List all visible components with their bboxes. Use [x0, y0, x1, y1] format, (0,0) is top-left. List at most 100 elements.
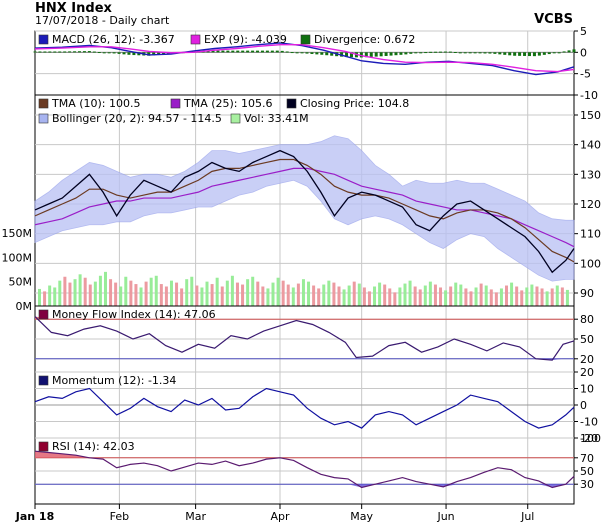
divergence-bar — [518, 52, 522, 56]
divergence-bar — [458, 52, 462, 54]
x-tick-label: Feb — [110, 510, 129, 523]
volume-bar — [342, 289, 346, 306]
divergence-bar — [414, 52, 418, 54]
volume-bar — [433, 284, 437, 306]
divergence-bar — [389, 52, 393, 56]
volume-bar — [169, 280, 173, 306]
volume-bar — [190, 276, 194, 306]
volume-bar — [489, 289, 493, 306]
macd-y-tick-label: -10 — [580, 89, 598, 102]
price-y-tick-label: 120 — [580, 198, 601, 211]
momentum-y-tick-label: 0 — [580, 399, 587, 412]
divergence-bar — [260, 50, 264, 53]
divergence-bar — [127, 52, 131, 55]
divergence-bar — [532, 52, 536, 57]
divergence-bar — [256, 50, 260, 53]
volume-bar — [362, 287, 366, 306]
divergence-bar — [132, 52, 136, 56]
volume-bar — [327, 280, 331, 306]
divergence-bar — [92, 51, 96, 53]
brand-label: VCBS — [534, 12, 573, 27]
divergence-bar — [107, 52, 111, 54]
price-legend-swatch — [286, 98, 297, 109]
volume-bar — [63, 276, 67, 306]
x-tick-label: Mar — [185, 510, 206, 523]
price-y-tick-label: 140 — [580, 139, 601, 152]
divergence-bar — [424, 52, 428, 54]
divergence-bar — [404, 52, 408, 55]
mfi-y-tick-label: 50 — [580, 333, 594, 346]
volume-axis-label: 100M — [2, 251, 33, 264]
price-legend-swatch — [38, 98, 49, 109]
divergence-bar — [82, 51, 86, 53]
mfi-legend-swatch — [38, 309, 49, 320]
rsi-series-line — [34, 450, 575, 489]
x-tick-label: Apr — [270, 510, 290, 523]
divergence-bar — [241, 50, 245, 53]
price-y-tick-label: 110 — [580, 228, 601, 241]
volume-bar — [413, 286, 417, 306]
macd-legend-text: MACD (26, 12): -3.367 — [52, 33, 175, 46]
divergence-bar — [448, 51, 452, 53]
momentum-legend-swatch — [38, 375, 49, 386]
volume-bar — [210, 284, 214, 306]
volume-bar — [180, 288, 184, 306]
volume-bar — [555, 285, 559, 306]
divergence-bar — [310, 52, 314, 54]
divergence-bar — [542, 52, 546, 55]
volume-bar — [525, 287, 529, 306]
volume-axis-label: 150M — [2, 227, 33, 240]
bollinger-band-area — [34, 135, 575, 282]
divergence-bar — [369, 52, 373, 57]
volume-bar — [479, 283, 483, 306]
volume-bar — [398, 287, 402, 306]
momentum-y-tick-label: 10 — [580, 383, 594, 396]
volume-bar — [423, 285, 427, 306]
volume-bar — [251, 276, 255, 306]
volume-bar — [439, 287, 443, 306]
price-y-tick-label: 130 — [580, 168, 601, 181]
volume-bar — [454, 282, 458, 306]
divergence-bar — [325, 52, 329, 56]
divergence-bar — [527, 52, 531, 57]
rsi-y-tick-label: 70 — [580, 452, 594, 465]
divergence-bar — [488, 52, 492, 54]
momentum-series-line — [34, 387, 575, 429]
volume-bar — [403, 283, 407, 306]
macd-legend-text: Divergence: 0.672 — [314, 33, 415, 46]
volume-bar — [134, 284, 138, 306]
volume-bar — [312, 285, 316, 306]
price-legend-text: TMA (25): 105.6 — [183, 97, 273, 110]
divergence-bar — [33, 51, 37, 53]
volume-bar — [159, 284, 163, 306]
divergence-bar — [419, 52, 423, 54]
volume-bar — [83, 277, 87, 306]
price-series-line — [34, 158, 575, 263]
divergence-bar — [43, 51, 47, 53]
divergence-bar — [117, 52, 121, 54]
divergence-bar — [97, 52, 101, 54]
divergence-bar — [547, 52, 551, 55]
divergence-bar — [434, 51, 438, 53]
volume-bar — [352, 281, 356, 306]
volume-bar — [347, 285, 351, 306]
rsi-oversold-area — [35, 484, 574, 488]
volume-axis-label: 0M — [16, 300, 33, 313]
divergence-bar — [73, 51, 77, 53]
divergence-bar — [102, 52, 106, 54]
volume-bar — [129, 280, 133, 306]
divergence-bar — [300, 52, 304, 54]
divergence-bar — [275, 50, 279, 53]
divergence-bar — [290, 52, 294, 54]
volume-bar — [114, 282, 118, 306]
rsi-legend-swatch — [38, 441, 49, 452]
divergence-bar — [508, 52, 512, 56]
volume-bar — [393, 292, 397, 306]
volume-bar — [109, 279, 113, 306]
divergence-bar — [562, 51, 566, 53]
divergence-bar — [359, 52, 363, 58]
volume-bar — [271, 282, 275, 306]
divergence-bar — [557, 52, 561, 54]
divergence-bar — [498, 52, 502, 55]
